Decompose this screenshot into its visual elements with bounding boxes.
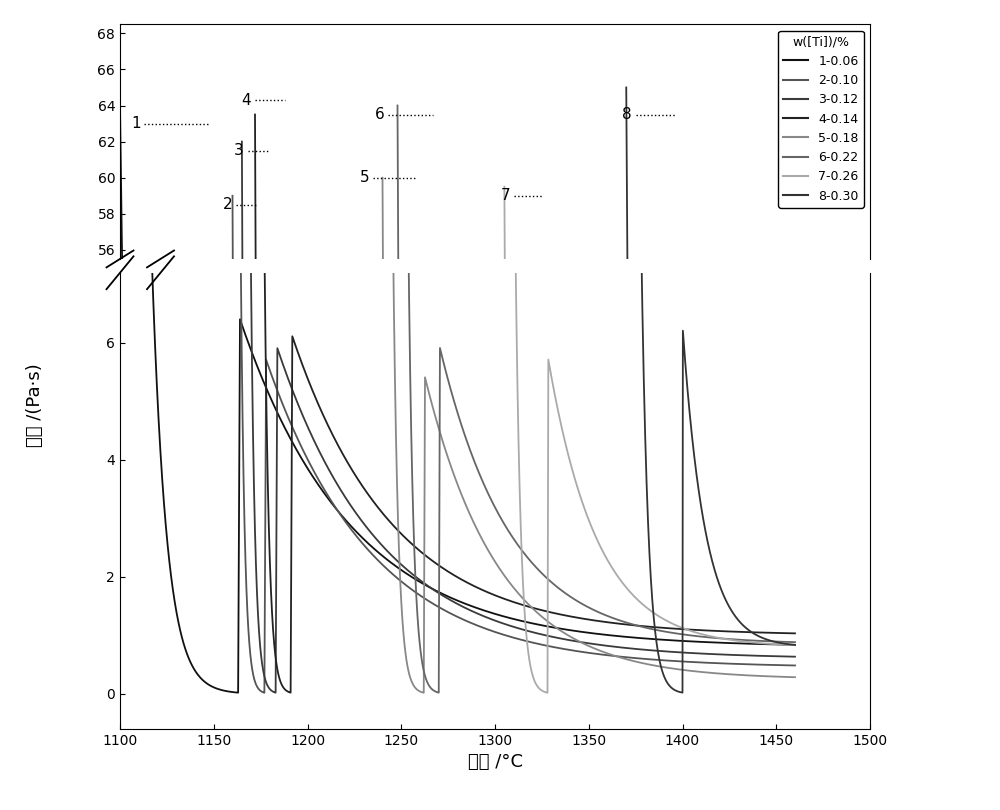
Text: 2: 2 — [223, 198, 232, 212]
Text: 8: 8 — [622, 107, 632, 122]
Text: 3: 3 — [234, 143, 244, 158]
Text: 7: 7 — [500, 188, 510, 203]
Legend: 1-0.06, 2-0.10, 3-0.12, 4-0.14, 5-0.18, 6-0.22, 7-0.26, 8-0.30: 1-0.06, 2-0.10, 3-0.12, 4-0.14, 5-0.18, … — [778, 31, 864, 207]
X-axis label: 温度 /°C: 温度 /°C — [468, 753, 522, 771]
Text: 粘度 /(Pa·s): 粘度 /(Pa·s) — [26, 363, 44, 447]
Text: 6: 6 — [375, 107, 384, 122]
Text: 1: 1 — [131, 116, 141, 131]
Text: 4: 4 — [242, 92, 251, 108]
Text: 5: 5 — [360, 170, 369, 185]
